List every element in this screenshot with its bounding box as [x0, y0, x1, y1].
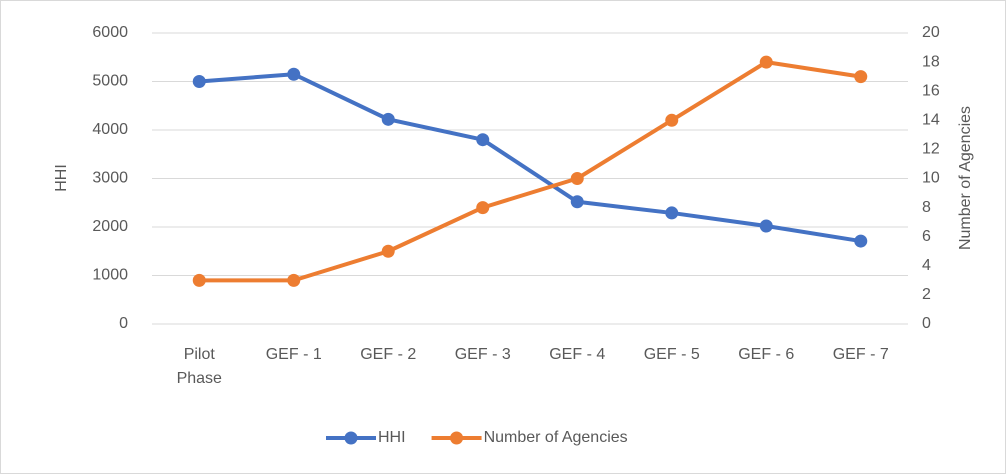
- y2-tick-label: 0: [922, 315, 931, 332]
- point: [192, 75, 206, 88]
- legend-marker: [450, 431, 464, 445]
- y-tick-label: 2000: [92, 218, 128, 235]
- point: [287, 273, 301, 287]
- y2-tick-label: 20: [922, 24, 940, 41]
- legend-item: Number of Agencies: [431, 429, 628, 446]
- y2-axis-title: Number of Agencies: [957, 106, 974, 250]
- point: [665, 113, 679, 127]
- point: [665, 206, 679, 220]
- x-tick-label: GEF - 2: [360, 346, 416, 363]
- point: [476, 133, 490, 147]
- x-tick-label: GEF - 5: [644, 346, 700, 363]
- point: [192, 273, 206, 287]
- legend-label: Number of Agencies: [484, 429, 628, 446]
- point: [476, 201, 490, 215]
- x-tick-label: GEF - 4: [549, 346, 605, 363]
- point: [570, 195, 584, 209]
- y-axis-title: HHI: [53, 164, 70, 192]
- y-tick-label: 1000: [92, 267, 128, 284]
- y2-tick-label: 16: [922, 82, 940, 99]
- x-tick-label: GEF - 1: [266, 346, 322, 363]
- legend-label: HHI: [378, 429, 406, 446]
- x-tick-label: GEF - 7: [833, 346, 889, 363]
- legend-item: HHI: [326, 429, 406, 446]
- y2-tick-label: 6: [922, 228, 931, 245]
- x-tick-label: Pilot Phase: [177, 346, 222, 387]
- point: [570, 172, 584, 185]
- y-tick-label: 4000: [92, 121, 128, 138]
- series-line: [199, 60, 862, 283]
- point: [759, 55, 773, 69]
- y2-tick-label: 18: [922, 53, 940, 70]
- point: [759, 219, 773, 233]
- y-tick-label: 5000: [92, 73, 128, 90]
- y-tick-label: 6000: [92, 24, 128, 41]
- point: [287, 67, 301, 81]
- y-tick-label: 0: [119, 315, 128, 332]
- y2-tick-label: 2: [922, 286, 931, 303]
- point: [381, 112, 395, 126]
- x-tick-label: GEF - 6: [738, 346, 794, 363]
- y2-tick-label: 8: [922, 199, 931, 216]
- point: [854, 234, 868, 248]
- legend-marker: [344, 431, 358, 445]
- y2-tick-label: 12: [922, 141, 940, 158]
- x-tick-label: GEF - 3: [455, 346, 511, 363]
- point: [854, 70, 868, 84]
- y2-tick-label: 14: [922, 112, 940, 129]
- y-tick-label: 3000: [92, 170, 128, 187]
- series-line: [199, 72, 862, 244]
- point: [381, 244, 395, 258]
- y2-tick-label: 10: [922, 170, 940, 187]
- y2-tick-label: 4: [922, 257, 931, 274]
